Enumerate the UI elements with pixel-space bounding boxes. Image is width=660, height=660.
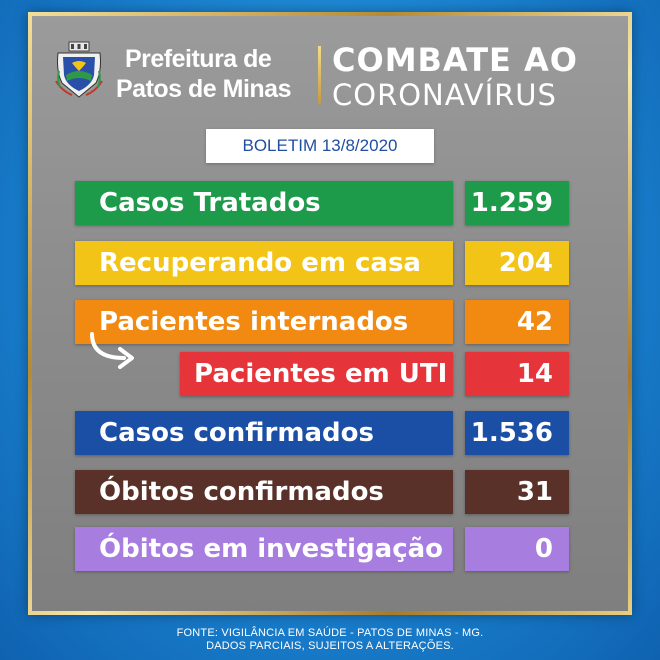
card-panel: Prefeitura de Patos de Minas COMBATE AO …: [32, 16, 628, 611]
row-icu-label: Pacientes em UTI: [180, 352, 453, 396]
source-line1: FONTE: VIGILÂNCIA EM SAÚDE - PATOS DE MI…: [176, 627, 484, 639]
curved-arrow-right-icon: [90, 332, 134, 369]
header: Prefeitura de Patos de Minas COMBATE AO …: [32, 16, 628, 126]
source-line2: DADOS PARCIAIS, SUJEITOS A ALTERAÇÕES.: [206, 640, 454, 652]
row-confirmed-label: Casos confirmados: [75, 411, 453, 455]
row-deaths-value: 31: [465, 470, 569, 514]
org-name-line2: Patos de Minas: [116, 75, 292, 103]
campaign-title-line2: CORONAVÍRUS: [332, 78, 557, 112]
row-hospitalized-value: 42: [465, 300, 569, 344]
source-note: FONTE: VIGILÂNCIA EM SAÚDE - PATOS DE MI…: [0, 627, 660, 653]
row-icu-value: 14: [465, 352, 569, 396]
row-deaths-label: Óbitos confirmados: [75, 470, 453, 514]
row-treated-label: Casos Tratados: [75, 181, 453, 225]
row-recovering-value: 204: [465, 241, 569, 285]
org-name-line1: Prefeitura de: [125, 45, 272, 73]
city-coat-of-arms-icon: [55, 41, 103, 98]
row-investigation-label: Óbitos em investigação: [75, 527, 453, 571]
row-recovering-label: Recuperando em casa: [75, 241, 453, 285]
bulletin-card: Prefeitura de Patos de Minas COMBATE AO …: [28, 12, 632, 615]
header-divider: [318, 46, 321, 104]
row-confirmed-value: 1.536: [465, 411, 569, 455]
row-investigation-value: 0: [465, 527, 569, 571]
row-hospitalized-label: Pacientes internados: [75, 300, 453, 344]
campaign-title-line1: COMBATE AO: [332, 41, 578, 79]
bulletin-date: BOLETIM 13/8/2020: [206, 129, 434, 163]
row-treated-value: 1.259: [465, 181, 569, 225]
